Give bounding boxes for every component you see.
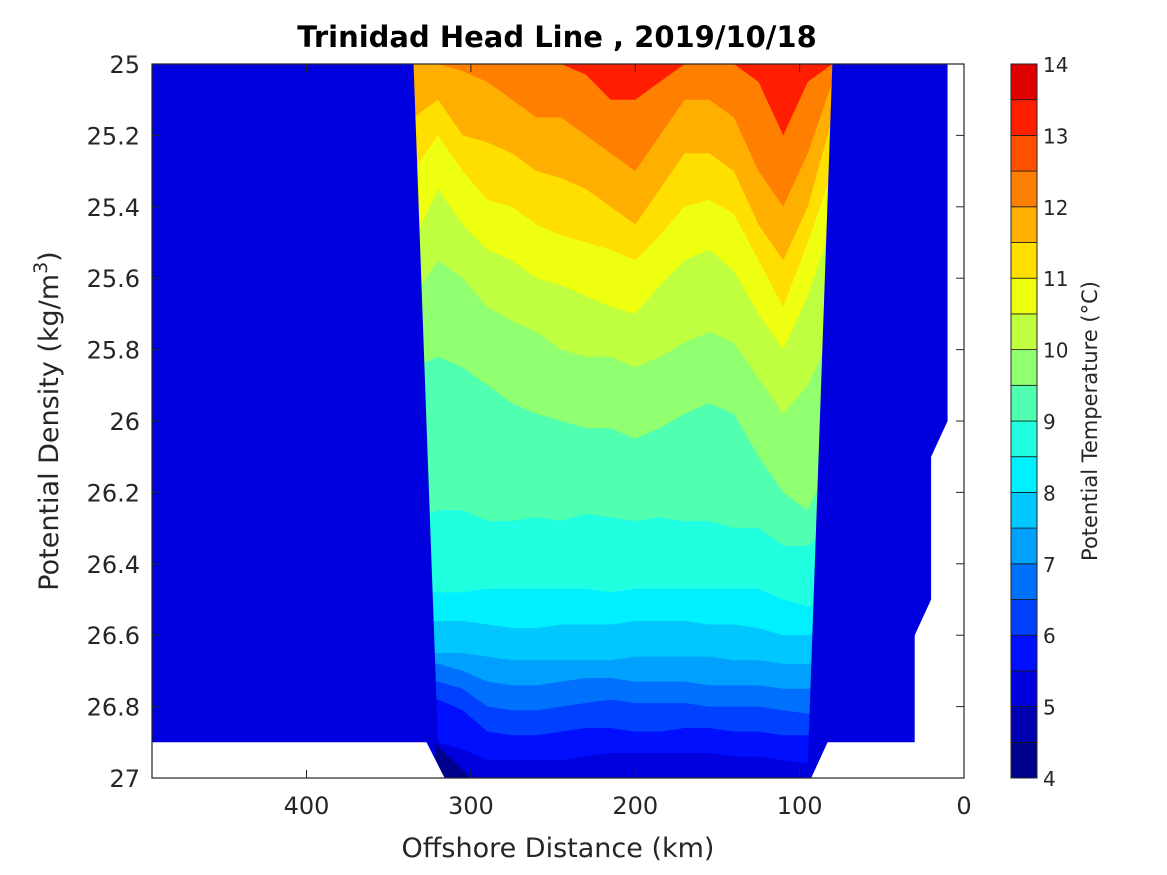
y-tick-label: 25	[109, 51, 140, 79]
x-tick-label: 200	[612, 792, 658, 820]
colorbar-tick-label: 9	[1043, 410, 1056, 434]
colorbar-segment	[1010, 706, 1038, 743]
band-5.5	[152, 64, 964, 778]
colorbar-segment	[1010, 242, 1038, 279]
y-axis: 25 25.2 25.4 25.6 25.8 26 26.2 26.4 26.6 26.8 27	[87, 51, 964, 793]
x-tick-label: 300	[448, 792, 494, 820]
colorbar-segment	[1010, 456, 1038, 493]
y-tick-label: 26.8	[87, 694, 140, 722]
y-axis-title-main: Potential Density (kg/m	[34, 274, 65, 591]
colorbar-segment	[1010, 420, 1038, 458]
colorbar-tick-label: 6	[1043, 624, 1056, 648]
band-4.5	[434, 742, 471, 778]
y-tick-label: 25.2	[87, 122, 140, 150]
y-tick-label: 25.4	[87, 194, 140, 222]
colorbar-frame	[1010, 63, 1038, 779]
x-tick-label: 0	[956, 792, 971, 820]
colorbar-segment	[1010, 527, 1038, 565]
colorbar-tick-label: 7	[1043, 553, 1056, 577]
mask-seafloor-right	[811, 64, 964, 778]
colorbar-segment	[1010, 741, 1038, 779]
colorbar-segment	[1010, 206, 1038, 243]
colorbar-tick-label: 8	[1043, 481, 1056, 505]
colorbar-segment	[1010, 170, 1038, 208]
chart-title: Trinidad Head Line , 2019/10/18	[297, 20, 817, 54]
y-tick-label: 27	[109, 765, 140, 793]
colorbar-segment	[1010, 384, 1038, 422]
y-axis-title-superscript: 3	[30, 262, 52, 274]
colorbar-tick-label: 10	[1043, 339, 1068, 363]
y-tick-label: 26	[109, 408, 140, 436]
colorbar-tick-label: 13	[1043, 124, 1068, 148]
x-axis-title: Offshore Distance (km)	[402, 833, 715, 864]
y-axis-title-suffix: )	[34, 251, 65, 262]
colorbar-segment	[1010, 670, 1038, 708]
colorbar-tick-label: 14	[1043, 53, 1068, 77]
y-tick-label: 25.8	[87, 337, 140, 365]
y-axis-title: Potential Density (kg/m3)	[30, 251, 65, 590]
colorbar-segment	[1010, 349, 1038, 386]
colorbar-tick-label: 5	[1043, 696, 1056, 720]
colorbar-title: Potential Temperature (°C)	[1078, 281, 1102, 561]
colorbar-segment	[1010, 599, 1038, 636]
y-tick-label: 25.6	[87, 265, 140, 293]
x-axis: 400 300 200 100 0	[284, 64, 972, 820]
contour-bands	[152, 64, 964, 778]
mask-seafloor-left	[152, 742, 445, 778]
colorbar: 4 5 6 7 8 9 10 11 12 13 14	[1010, 53, 1068, 791]
colorbar-tick-label: 11	[1043, 267, 1068, 291]
colorbar-segment	[1010, 563, 1038, 600]
x-tick-label: 100	[777, 792, 823, 820]
no-data-mask	[152, 64, 964, 778]
colorbar-segment	[1010, 99, 1038, 136]
x-tick-label: 400	[284, 792, 330, 820]
colorbar-segment	[1010, 277, 1038, 315]
colorbar-segment	[1010, 134, 1038, 172]
colorbar-segment	[1010, 313, 1038, 350]
y-tick-label: 26.2	[87, 479, 140, 507]
y-tick-label: 26.4	[87, 551, 140, 579]
colorbar-tick-label: 4	[1043, 767, 1056, 791]
colorbar-segment	[1010, 63, 1038, 101]
y-tick-label: 26.6	[87, 622, 140, 650]
colorbar-segment	[1010, 634, 1038, 672]
colorbar-tick-label: 12	[1043, 196, 1068, 220]
colorbar-segment	[1010, 491, 1038, 529]
